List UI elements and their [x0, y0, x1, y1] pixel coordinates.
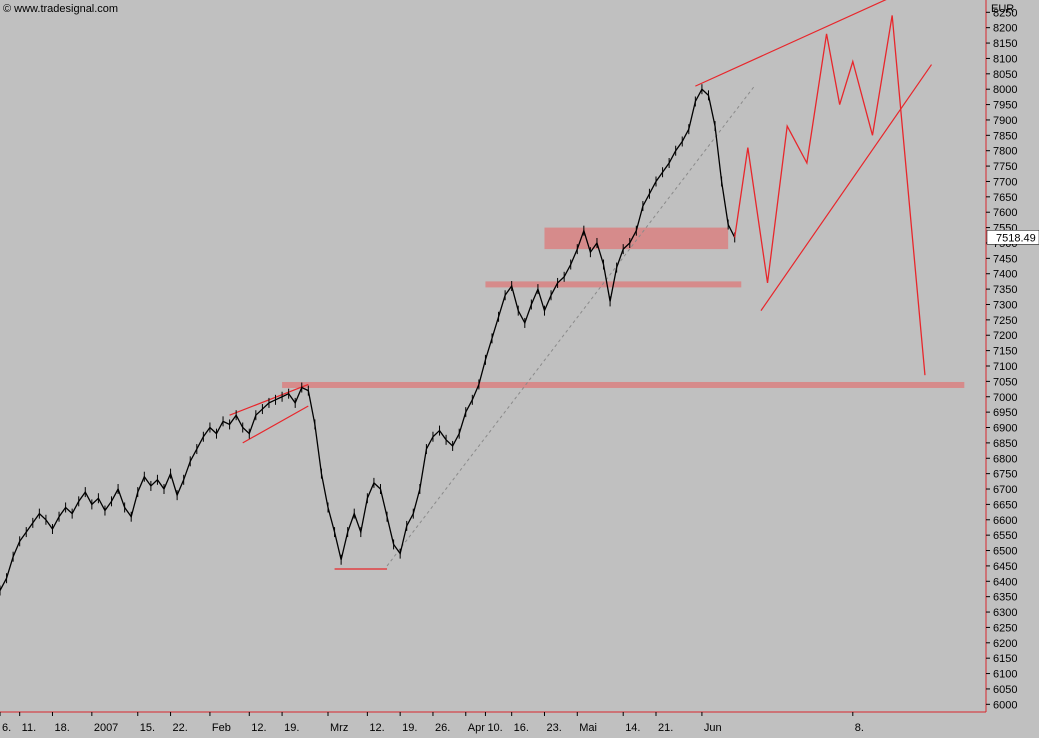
- trendline-2: [242, 405, 309, 444]
- x-tick-label: Feb: [212, 722, 231, 734]
- x-tick-label: 19.: [284, 722, 299, 734]
- x-tick-label: 21.: [658, 722, 673, 734]
- dashed-trendline: [386, 85, 755, 567]
- y-tick-label: 8250: [993, 7, 1017, 19]
- y-tick-label: 6300: [993, 607, 1017, 619]
- y-tick-label: 6000: [993, 699, 1017, 711]
- y-tick-label: 7200: [993, 330, 1017, 342]
- y-tick-label: 6650: [993, 499, 1017, 511]
- x-tick-label: 2007: [94, 722, 118, 734]
- y-tick-label: 6750: [993, 469, 1017, 481]
- y-tick-label: 7800: [993, 146, 1017, 158]
- y-tick-label: 8050: [993, 69, 1017, 81]
- y-tick-label: 7100: [993, 361, 1017, 373]
- x-tick-label: 12.: [369, 722, 384, 734]
- y-tick-label: 7250: [993, 315, 1017, 327]
- x-tick-label: 16.: [514, 722, 529, 734]
- y-tick-label: 7700: [993, 176, 1017, 188]
- y-tick-label: 7350: [993, 284, 1017, 296]
- y-tick-label: 6500: [993, 546, 1017, 558]
- y-tick-label: 6350: [993, 592, 1017, 604]
- y-tick-label: 6900: [993, 423, 1017, 435]
- currency-label: EUR: [991, 3, 1014, 15]
- y-tick-label: 8100: [993, 53, 1017, 65]
- y-tick-label: 6150: [993, 653, 1017, 665]
- x-tick-label: 26.: [435, 722, 450, 734]
- y-tick-label: 6100: [993, 669, 1017, 681]
- x-tick-label: 6.: [2, 722, 11, 734]
- y-tick-label: 6050: [993, 684, 1017, 696]
- x-tick-label: 11.: [22, 722, 36, 734]
- y-tick-label: 7900: [993, 115, 1017, 127]
- y-tick-label: 7400: [993, 269, 1017, 281]
- trendline-3: [695, 0, 887, 87]
- projection-path: [734, 15, 926, 376]
- y-tick-label: 7000: [993, 392, 1017, 404]
- y-tick-label: 6250: [993, 622, 1017, 634]
- y-tick-label: 6950: [993, 407, 1017, 419]
- x-tick-label: 18.: [54, 722, 69, 734]
- x-tick-label: Mai: [579, 722, 597, 734]
- y-tick-label: 8000: [993, 84, 1017, 96]
- price-line: [0, 88, 736, 591]
- y-tick-label: 6600: [993, 515, 1017, 527]
- x-tick-label: 22.: [173, 722, 188, 734]
- y-tick-label: 8200: [993, 23, 1017, 35]
- y-tick-label: 6400: [993, 576, 1017, 588]
- y-tick-label: 6850: [993, 438, 1017, 450]
- last-price-box: [986, 230, 1039, 245]
- x-tick-label: Apr: [468, 722, 485, 734]
- y-tick-label: 7300: [993, 299, 1017, 311]
- y-tick-label: 7650: [993, 192, 1017, 204]
- y-tick-label: 7850: [993, 130, 1017, 142]
- y-tick-label: 7050: [993, 376, 1017, 388]
- y-tick-label: 7150: [993, 346, 1017, 358]
- x-tick-label: 12.: [251, 722, 266, 734]
- y-tick-label: 6700: [993, 484, 1017, 496]
- y-tick-label: 6800: [993, 453, 1017, 465]
- x-tick-label: Jun: [704, 722, 722, 734]
- x-tick-label: Mrz: [330, 722, 348, 734]
- x-tick-label: 10.: [487, 722, 502, 734]
- watermark: © www.tradesignal.com: [3, 3, 119, 15]
- y-tick-label: 7750: [993, 161, 1017, 173]
- y-tick-label: 6450: [993, 561, 1017, 573]
- y-tick-label: 6550: [993, 530, 1017, 542]
- x-tick-label: 8.: [855, 722, 864, 734]
- x-tick-label: 14.: [625, 722, 640, 734]
- y-tick-label: 7450: [993, 253, 1017, 265]
- support-band-1: [544, 227, 729, 250]
- y-tick-label: 7600: [993, 207, 1017, 219]
- support-band-3: [282, 381, 965, 388]
- y-tick-label: 8150: [993, 38, 1017, 50]
- y-tick-label: 7950: [993, 100, 1017, 112]
- y-tick-label: 6200: [993, 638, 1017, 650]
- last-price-label: 7518.49: [996, 232, 1036, 244]
- x-tick-label: 19.: [402, 722, 417, 734]
- trendline-4: [760, 64, 933, 311]
- x-tick-label: 23.: [546, 722, 561, 734]
- x-tick-label: 15.: [140, 722, 155, 734]
